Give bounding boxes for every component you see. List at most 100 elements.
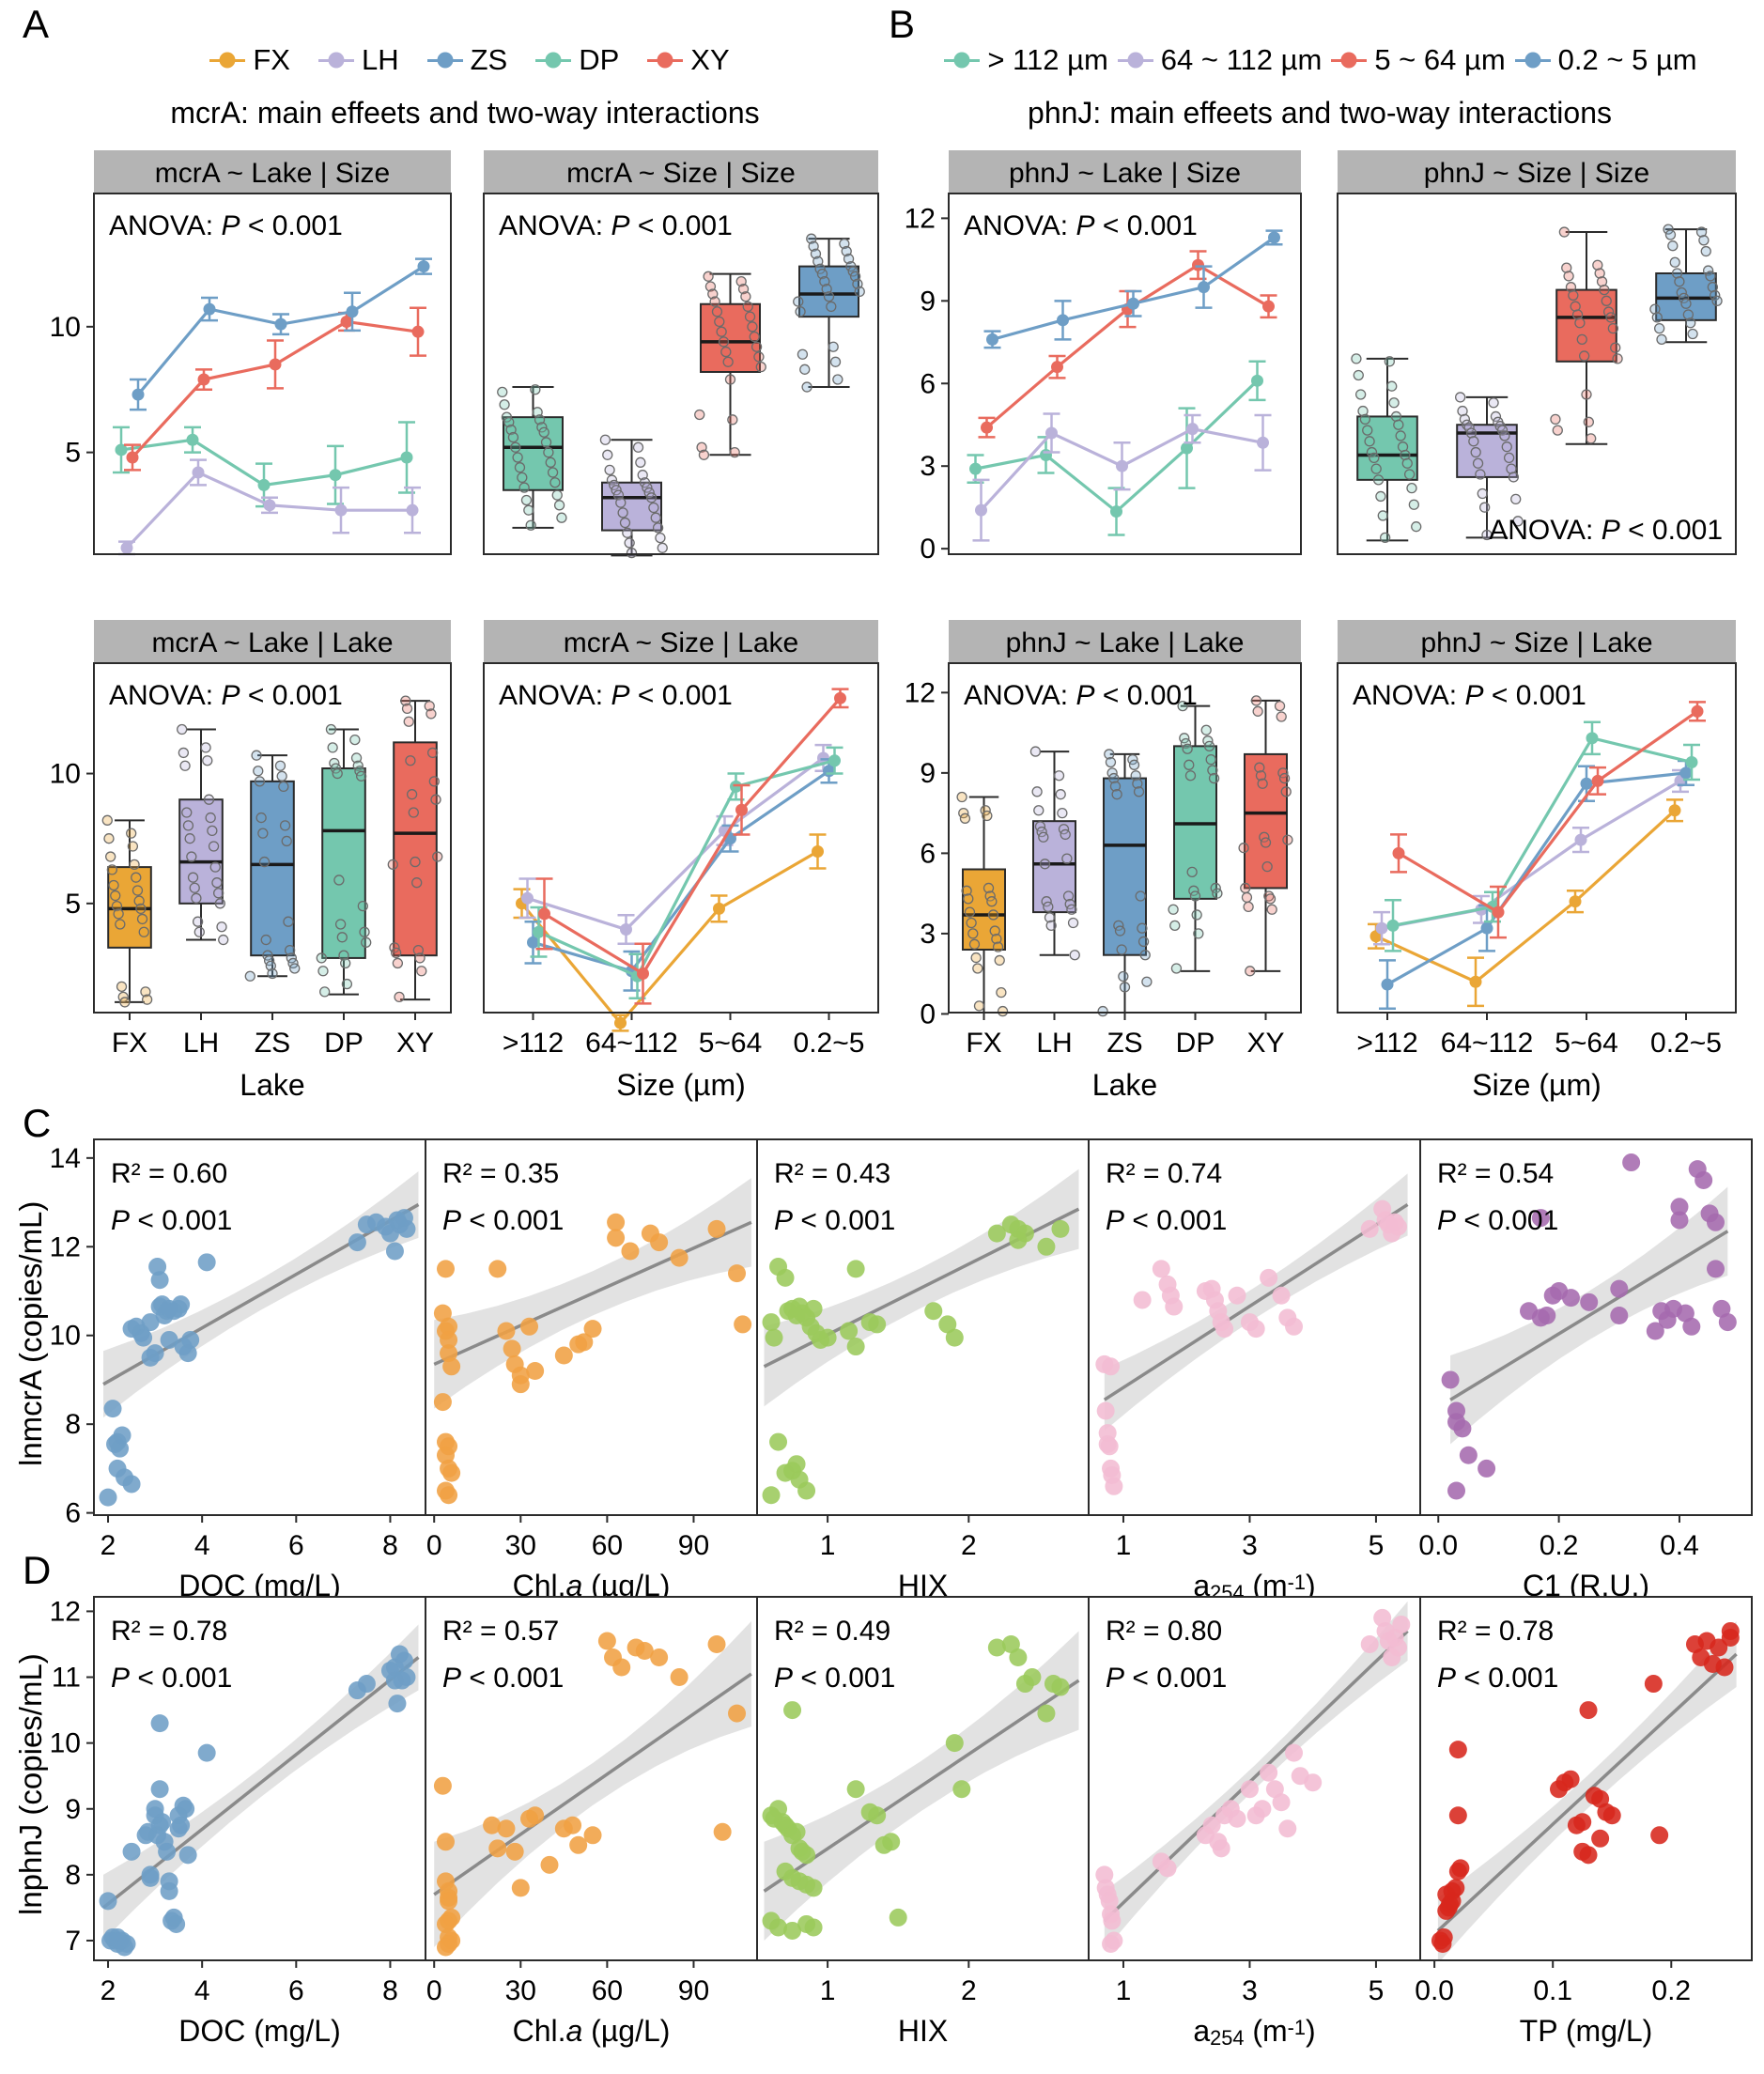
panel-c-y-axis-title: lnmcrA (copies/mL)	[13, 1200, 48, 1467]
svg-text:10: 10	[50, 312, 81, 343]
svg-text:1: 1	[820, 1530, 836, 1561]
svg-text:5: 5	[65, 438, 81, 469]
panel-D_HIX: R² = 0.49 P < 0.001 1 2 HIX	[756, 1596, 1090, 2048]
svg-text:5: 5	[1369, 1530, 1385, 1561]
svg-text:5~64: 5~64	[699, 1028, 763, 1059]
svg-text:a254 (m-1): a254 (m-1)	[1193, 2014, 1315, 2050]
svg-text:ANOVA: P < 0.001: ANOVA: P < 0.001	[499, 680, 733, 711]
svg-text:3: 3	[920, 919, 936, 950]
svg-text:R² = 0.57: R² = 0.57	[442, 1616, 559, 1647]
point-marker-icon	[1331, 50, 1368, 70]
svg-text:phnJ ~ Size | Size: phnJ ~ Size | Size	[1424, 158, 1649, 189]
svg-text:0.2~5: 0.2~5	[1650, 1028, 1722, 1059]
svg-text:Chl.a (µg/L): Chl.a (µg/L)	[513, 2014, 671, 2048]
legend-item-02-5: 0.2 ~ 5 µm	[1514, 43, 1697, 77]
legend-item-fx: FX	[209, 43, 290, 77]
strip-header	[484, 150, 878, 193]
svg-text:ANOVA: P < 0.001: ANOVA: P < 0.001	[499, 210, 733, 241]
svg-text:Lake: Lake	[240, 1068, 304, 1102]
panel-label-c: C	[23, 1101, 52, 1145]
svg-text:90: 90	[678, 1530, 709, 1561]
legend-label: ZS	[470, 43, 508, 76]
svg-text:P < 0.001: P < 0.001	[774, 1205, 895, 1236]
svg-text:DP: DP	[324, 1028, 364, 1059]
svg-text:12: 12	[905, 203, 936, 234]
regression-line	[763, 1679, 1080, 1893]
svg-text:phnJ ~ Size | Lake: phnJ ~ Size | Lake	[1420, 627, 1652, 658]
regression-line	[433, 1672, 752, 1896]
svg-text:2: 2	[961, 1975, 977, 2006]
panel-mcrA_size_lake: mcrA ~ Size | Lake >112 64~112 5~64 0.2~5 Siz…	[483, 620, 879, 1102]
legend-label: DP	[579, 43, 620, 76]
svg-text:mcrA ~ Size | Size: mcrA ~ Size | Size	[566, 158, 796, 189]
svg-text:R² = 0.54: R² = 0.54	[1437, 1158, 1554, 1189]
svg-text:R² = 0.74: R² = 0.74	[1106, 1158, 1222, 1189]
svg-text:8: 8	[382, 1530, 398, 1561]
point-marker-icon	[209, 50, 246, 70]
svg-text:10: 10	[50, 1728, 81, 1759]
svg-text:1: 1	[820, 1975, 836, 2006]
svg-text:R² = 0.43: R² = 0.43	[774, 1158, 890, 1189]
svg-text:0.2: 0.2	[1540, 1530, 1579, 1561]
svg-text:9: 9	[920, 758, 936, 789]
svg-text:8: 8	[65, 1860, 81, 1891]
svg-text:phnJ ~ Lake | Size: phnJ ~ Lake | Size	[1009, 158, 1241, 189]
svg-text:ANOVA: P < 0.001: ANOVA: P < 0.001	[1489, 515, 1723, 546]
legend-label: FX	[253, 43, 290, 76]
svg-text:8: 8	[382, 1975, 398, 2006]
svg-text:R² = 0.35: R² = 0.35	[442, 1158, 559, 1189]
svg-text:P < 0.001: P < 0.001	[1437, 1205, 1558, 1236]
svg-text:>112: >112	[503, 1028, 564, 1059]
legend-label: LH	[361, 43, 399, 76]
svg-text:10: 10	[50, 1321, 81, 1352]
legend-item-5-64: 5 ~ 64 µm	[1331, 43, 1506, 77]
svg-text:9: 9	[65, 1794, 81, 1825]
strip-header	[484, 620, 878, 663]
svg-text:0.2~5: 0.2~5	[794, 1028, 865, 1059]
svg-text:R² = 0.60: R² = 0.60	[111, 1158, 227, 1189]
legend-b: > 112 µm 64 ~ 112 µm 5 ~ 64 µm 0.2 ~ 5 µ…	[889, 43, 1753, 77]
svg-text:P < 0.001: P < 0.001	[442, 1663, 564, 1694]
svg-text:HIX: HIX	[898, 2014, 948, 2048]
svg-text:P < 0.001: P < 0.001	[442, 1205, 564, 1236]
svg-text:9: 9	[920, 286, 936, 317]
legend-item-64-112: 64 ~ 112 µm	[1117, 43, 1322, 77]
legend-label: XY	[690, 43, 730, 76]
svg-text:ANOVA: P < 0.001: ANOVA: P < 0.001	[964, 680, 1198, 711]
legend-a: FX LH ZS DP XY	[94, 43, 845, 77]
svg-text:3: 3	[1242, 1975, 1258, 2006]
svg-text:60: 60	[592, 1530, 623, 1561]
svg-text:8: 8	[65, 1409, 81, 1440]
svg-text:R² = 0.78: R² = 0.78	[1437, 1616, 1554, 1647]
svg-text:6: 6	[920, 368, 936, 399]
svg-text:ANOVA: P < 0.001: ANOVA: P < 0.001	[1353, 680, 1586, 711]
svg-text:ANOVA: P < 0.001: ANOVA: P < 0.001	[109, 680, 343, 711]
svg-text:Size (µm): Size (µm)	[1472, 1068, 1602, 1102]
svg-text:6: 6	[288, 1530, 304, 1561]
svg-text:DOC (mg/L): DOC (mg/L)	[178, 2014, 340, 2048]
svg-text:6: 6	[65, 1498, 81, 1529]
panel-label-a: A	[23, 2, 50, 46]
panel-phnJ_size_lake: phnJ ~ Size | Lake >112 64~112 5~64 0.2~5 Siz…	[1337, 620, 1737, 1102]
svg-text:7: 7	[65, 1926, 81, 1957]
point-marker-icon	[1514, 50, 1551, 70]
svg-text:P < 0.001: P < 0.001	[111, 1205, 232, 1236]
panel-label-b: B	[889, 2, 916, 46]
svg-text:ANOVA: P < 0.001: ANOVA: P < 0.001	[964, 210, 1198, 241]
strip-header	[94, 620, 451, 663]
panel-phnJ_size_size: phnJ ~ Size | Size ANOVA: P < 0.001	[1337, 150, 1737, 555]
legend-item-xy: XY	[647, 43, 730, 77]
svg-text:>112: >112	[1356, 1028, 1417, 1059]
point-marker-icon	[647, 50, 684, 70]
svg-text:3: 3	[1242, 1530, 1258, 1561]
svg-text:P < 0.001: P < 0.001	[111, 1663, 232, 1694]
svg-text:P < 0.001: P < 0.001	[1106, 1663, 1227, 1694]
svg-text:DP: DP	[1176, 1028, 1215, 1059]
